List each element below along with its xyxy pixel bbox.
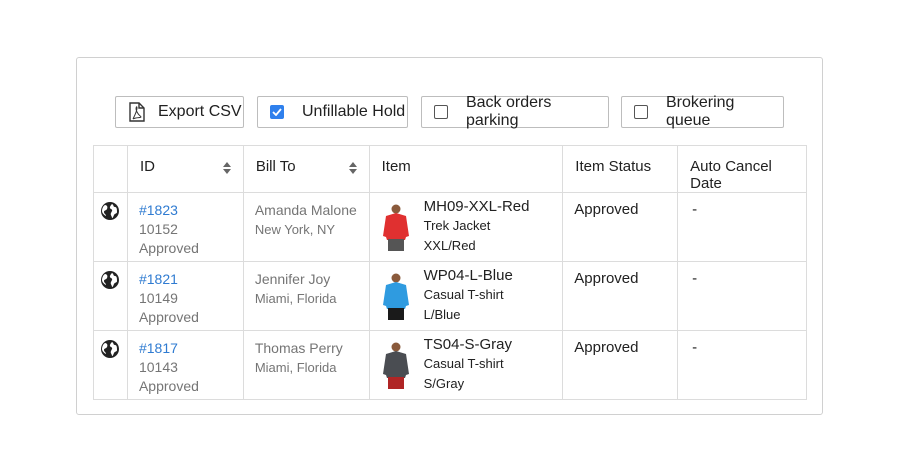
export-csv-button[interactable]: Export CSV	[115, 96, 244, 128]
item-status: Approved	[574, 270, 639, 287]
customer-location: Miami, Florida	[254, 291, 337, 306]
auto-cancel-date: -	[692, 270, 698, 287]
header-label: Item	[381, 158, 411, 175]
table-row[interactable]: #1817 10143 Approved Thomas Perry Miami, Fl…	[93, 330, 807, 400]
filter-brokering-queue[interactable]: Brokering queue	[621, 94, 784, 129]
customer-location: Miami, Florida	[254, 360, 337, 375]
filter-label: Back orders parking	[465, 94, 552, 129]
header-bill-to[interactable]: Bill To	[242, 145, 370, 193]
item-status: Approved	[574, 201, 639, 218]
header-item: Item	[368, 145, 564, 193]
auto-cancel-date: -	[692, 339, 698, 356]
order-status: Approved	[138, 378, 199, 394]
customer-location: New York, NY	[254, 222, 336, 237]
export-csv-label: Export CSV	[158, 103, 242, 120]
header-label: Bill To	[255, 158, 296, 175]
header-auto-cancel-date: Auto Cancel Date	[677, 145, 807, 193]
item-variant: L/Blue	[423, 307, 461, 322]
item-variant: S/Gray	[423, 376, 465, 391]
product-image	[382, 273, 409, 320]
checkbox[interactable]	[634, 105, 648, 119]
order-number: 10152	[138, 221, 178, 237]
order-id-link[interactable]: #1823	[138, 202, 178, 218]
header-id[interactable]: ID	[126, 145, 244, 193]
item-status: Approved	[574, 339, 639, 356]
globe-icon	[101, 340, 119, 358]
product-image	[382, 342, 409, 389]
check-icon	[272, 108, 282, 116]
customer-name: Amanda Malone	[254, 202, 357, 218]
item-product: Casual T-shirt	[423, 356, 504, 371]
header-label: Auto Cancel Date	[690, 158, 772, 192]
order-number: 10149	[138, 290, 178, 306]
header-icon	[93, 145, 128, 193]
pdf-file-icon	[129, 102, 145, 122]
order-status: Approved	[138, 240, 199, 256]
header-label: ID	[139, 158, 155, 175]
checkbox[interactable]	[434, 105, 448, 119]
filter-back-orders-parking[interactable]: Back orders parking	[421, 94, 609, 129]
sort-icon[interactable]	[348, 162, 357, 174]
sort-icon[interactable]	[222, 162, 231, 174]
order-id-link[interactable]: #1821	[138, 271, 178, 287]
header-item-status: Item Status	[562, 145, 679, 193]
filter-unfillable-hold[interactable]: Unfillable Hold	[257, 96, 408, 128]
filter-label: Brokering queue	[665, 94, 735, 129]
table-row[interactable]: #1821 10149 Approved Jennifer Joy Miami, Fl…	[93, 261, 807, 331]
item-sku: WP04-L-Blue	[423, 267, 513, 284]
order-number: 10143	[138, 359, 178, 375]
order-status: Approved	[138, 309, 199, 325]
item-variant: XXL/Red	[423, 238, 476, 253]
order-id-link[interactable]: #1817	[138, 340, 178, 356]
auto-cancel-date: -	[692, 201, 698, 218]
item-product: Trek Jacket	[423, 218, 491, 233]
item-sku: TS04-S-Gray	[423, 336, 512, 353]
table-row[interactable]: #1823 10152 Approved Amanda Malone New York…	[93, 192, 807, 262]
item-sku: MH09-XXL-Red	[423, 198, 530, 215]
orders-table: ID Bill To Item Item Status Auto Cancel …	[93, 145, 807, 400]
item-product: Casual T-shirt	[423, 287, 504, 302]
orders-card	[76, 57, 823, 415]
product-image	[382, 204, 409, 251]
customer-name: Jennifer Joy	[254, 271, 331, 287]
header-label: Item Status	[575, 158, 652, 175]
globe-icon	[101, 202, 119, 220]
customer-name: Thomas Perry	[254, 340, 343, 356]
filter-label: Unfillable Hold	[302, 103, 406, 120]
globe-icon	[101, 271, 119, 289]
checkbox-checked[interactable]	[270, 105, 284, 119]
